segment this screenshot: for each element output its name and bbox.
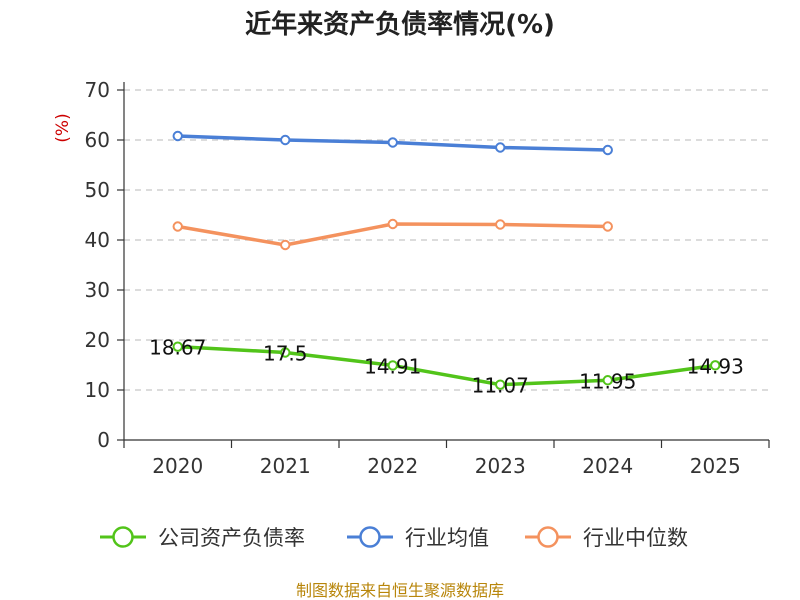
y-tick-label: 50 bbox=[85, 178, 110, 202]
x-tick-label-2025: 2025 bbox=[690, 454, 741, 478]
x-tick-label-2020: 2020 bbox=[152, 454, 203, 478]
y-tick-label: 10 bbox=[85, 378, 110, 402]
series-line-0 bbox=[177, 344, 716, 387]
y-tick-label: 20 bbox=[85, 328, 110, 352]
x-tick-label-2024: 2024 bbox=[582, 454, 633, 478]
series-1-point-2022[interactable] bbox=[387, 137, 398, 148]
legend-label: 公司资产负债率 bbox=[158, 526, 305, 550]
series-0-point-2024[interactable] bbox=[602, 375, 613, 386]
series-2-point-2023[interactable] bbox=[495, 219, 506, 230]
y-axis-unit-label: (%) bbox=[53, 113, 73, 142]
data-label-2020: 18.67 bbox=[149, 336, 206, 360]
series-0-point-2021[interactable] bbox=[280, 347, 291, 358]
legend-item-2[interactable]: 行业中位数 bbox=[525, 526, 688, 550]
x-tick-label-2023: 2023 bbox=[475, 454, 526, 478]
series-2-point-2022[interactable] bbox=[387, 218, 398, 230]
y-tick-label: 70 bbox=[85, 78, 110, 102]
legend-label: 行业中位数 bbox=[583, 526, 688, 550]
series-0-point-2022[interactable] bbox=[387, 360, 398, 371]
series-lines bbox=[172, 130, 721, 390]
data-label-2021: 17.5 bbox=[263, 342, 308, 366]
y-tick-label: 30 bbox=[85, 278, 110, 302]
chart-title: 近年来资产负债率情况(%) bbox=[245, 9, 555, 40]
series-1-point-2024[interactable] bbox=[602, 144, 613, 156]
series-1-point-2020[interactable] bbox=[172, 130, 183, 142]
legend-label: 行业均值 bbox=[405, 526, 489, 550]
axes: 0 10 20 30 40 50 60 70 2020 2021 2022 2023 2024 2025 bbox=[85, 78, 770, 478]
series-0-point-2023[interactable] bbox=[495, 379, 506, 390]
source-note: 制图数据来自恒生聚源数据库 bbox=[296, 581, 504, 600]
legend-swatch-marker bbox=[112, 526, 134, 548]
data-labels: 18.67 17.5 14.91 11.07 11.95 14.93 bbox=[149, 336, 744, 398]
y-tick-label: 0 bbox=[97, 428, 110, 452]
legend[interactable]: 公司资产负债率 行业均值 行业中位数 bbox=[100, 526, 688, 550]
data-label-2025: 14.93 bbox=[687, 354, 744, 378]
series-0-point-2025[interactable] bbox=[710, 360, 721, 371]
x-tick-label-2022: 2022 bbox=[367, 454, 418, 478]
series-2-point-2021[interactable] bbox=[280, 239, 291, 251]
series-0-point-2020[interactable] bbox=[172, 341, 183, 352]
data-label-2023: 11.07 bbox=[472, 374, 529, 398]
y-tick-label: 40 bbox=[85, 228, 110, 252]
series-2-point-2024[interactable] bbox=[602, 221, 613, 232]
series-1-point-2021[interactable] bbox=[280, 134, 291, 146]
series-2-point-2020[interactable] bbox=[172, 221, 183, 232]
legend-swatch-marker bbox=[537, 526, 559, 548]
grid-lines bbox=[124, 89, 769, 391]
legend-swatch-marker bbox=[359, 526, 381, 548]
x-tick-label-2021: 2021 bbox=[260, 454, 311, 478]
data-label-2022: 14.91 bbox=[364, 354, 421, 378]
legend-item-0[interactable]: 公司资产负债率 bbox=[100, 526, 305, 550]
data-label-2024: 11.95 bbox=[579, 369, 636, 393]
series-1-point-2023[interactable] bbox=[495, 142, 506, 153]
y-tick-label: 60 bbox=[85, 128, 110, 152]
legend-item-1[interactable]: 行业均值 bbox=[347, 526, 489, 550]
